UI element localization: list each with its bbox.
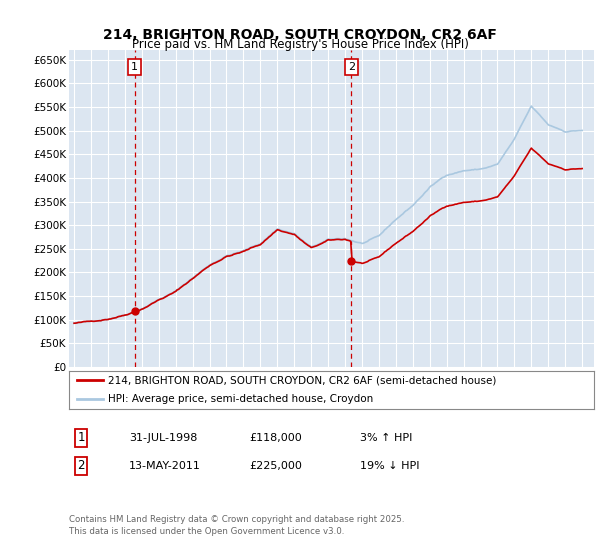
Text: 31-JUL-1998: 31-JUL-1998 xyxy=(129,433,197,443)
Text: 2: 2 xyxy=(348,62,355,72)
Text: 19% ↓ HPI: 19% ↓ HPI xyxy=(360,461,419,471)
Text: 3% ↑ HPI: 3% ↑ HPI xyxy=(360,433,412,443)
Text: 214, BRIGHTON ROAD, SOUTH CROYDON, CR2 6AF (semi-detached house): 214, BRIGHTON ROAD, SOUTH CROYDON, CR2 6… xyxy=(109,375,497,385)
Text: HPI: Average price, semi-detached house, Croydon: HPI: Average price, semi-detached house,… xyxy=(109,394,374,404)
Text: 13-MAY-2011: 13-MAY-2011 xyxy=(129,461,201,471)
Text: 1: 1 xyxy=(77,431,85,445)
Text: 214, BRIGHTON ROAD, SOUTH CROYDON, CR2 6AF: 214, BRIGHTON ROAD, SOUTH CROYDON, CR2 6… xyxy=(103,28,497,42)
Text: Price paid vs. HM Land Registry's House Price Index (HPI): Price paid vs. HM Land Registry's House … xyxy=(131,38,469,52)
Text: £118,000: £118,000 xyxy=(249,433,302,443)
Text: £225,000: £225,000 xyxy=(249,461,302,471)
Text: 2: 2 xyxy=(77,459,85,473)
Text: Contains HM Land Registry data © Crown copyright and database right 2025.: Contains HM Land Registry data © Crown c… xyxy=(69,515,404,524)
Text: 1: 1 xyxy=(131,62,138,72)
Text: This data is licensed under the Open Government Licence v3.0.: This data is licensed under the Open Gov… xyxy=(69,528,344,536)
